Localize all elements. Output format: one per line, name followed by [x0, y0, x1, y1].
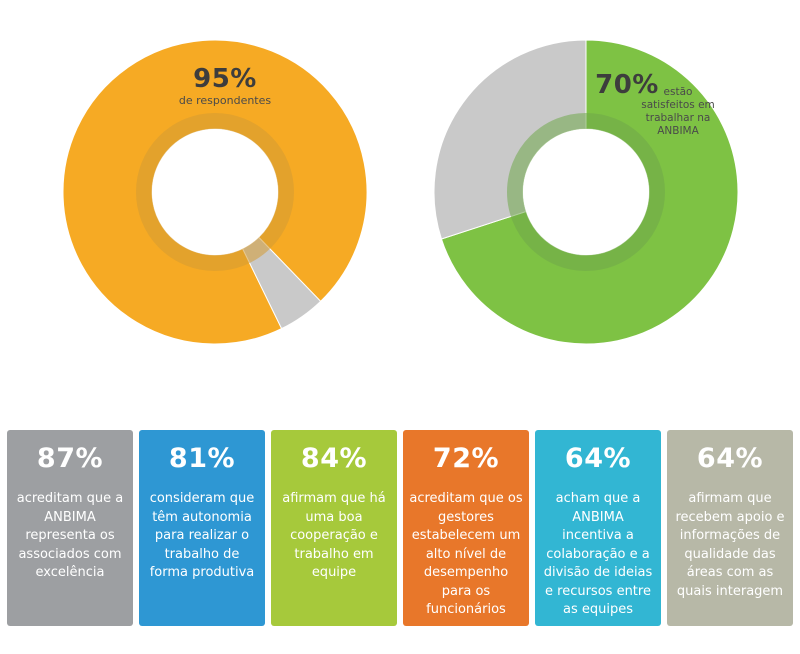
stat-card: 81% consideram que têm autonomia para re… — [139, 430, 265, 626]
donut-2-value: 70% — [595, 70, 659, 100]
donut-2-hole — [523, 129, 649, 255]
donut-1-hole — [152, 129, 278, 255]
stat-card: 84% afirmam que há uma boa cooperação e … — [271, 430, 397, 626]
donut-charts — [62, 39, 739, 345]
donut-1-inner-ring — [136, 113, 294, 271]
stat-card: 64% afirmam que recebem apoio e informaç… — [667, 430, 793, 626]
donut-1-value: 95% — [193, 64, 257, 94]
stat-card: 64% acham que a ANBIMA incentiva a colab… — [535, 430, 661, 626]
stat-card: 87% acreditam que a ANBIMA representa os… — [7, 430, 133, 626]
stat-card-text: afirmam que recebem apoio e informações … — [675, 491, 785, 599]
stat-card-value: 72% — [432, 443, 500, 474]
stat-card-text: consideram que têm autonomia para realiz… — [149, 491, 255, 580]
stat-card-text: acham que a ANBIMA incentiva a colaboraç… — [543, 491, 653, 617]
stat-card-text: acreditam que a ANBIMA representa os ass… — [16, 491, 124, 580]
stat-card-value: 81% — [168, 443, 236, 474]
donut-1-description: de respondentes — [178, 94, 272, 107]
stat-cards: 87% acreditam que a ANBIMA representa os… — [7, 430, 793, 626]
stat-card-value: 87% — [36, 443, 104, 474]
donut-2-inner-ring — [507, 113, 665, 271]
stat-card-value: 64% — [564, 443, 632, 474]
stat-card-value: 84% — [300, 443, 368, 474]
donut-1-label: 95% de respondentes — [150, 64, 300, 107]
stat-card-value: 64% — [696, 443, 764, 474]
donut-2-description: estão satisfeitos em trabalhar na ANBIMA — [641, 86, 715, 137]
stat-card: 72% acreditam que os gestores estabelece… — [403, 430, 529, 626]
stat-card-text: acreditam que os gestores estabelecem um… — [409, 491, 523, 617]
stat-card-text: afirmam que há uma boa cooperação e trab… — [282, 491, 386, 580]
